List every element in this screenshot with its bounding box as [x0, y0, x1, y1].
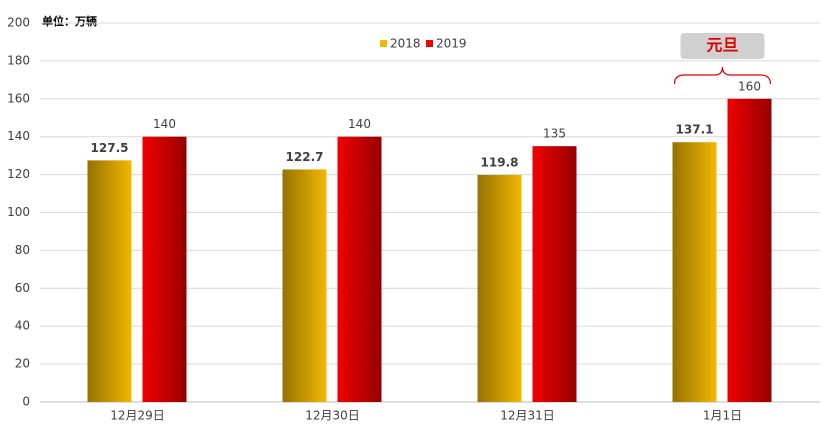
bar [477, 174, 522, 402]
y-tick-label: 100 [7, 205, 30, 219]
y-tick-label: 20 [15, 357, 30, 371]
legend-label: 2019 [436, 37, 467, 51]
value-label: 135 [543, 127, 566, 141]
x-tick-label: 12月31日 [500, 409, 555, 423]
y-tick-label: 80 [15, 243, 30, 257]
value-label: 160 [738, 79, 761, 93]
bar [142, 136, 187, 402]
value-label: 140 [348, 117, 371, 131]
legend-swatch [426, 40, 433, 47]
x-tick-label: 12月29日 [110, 409, 165, 423]
unit-label: 单位：万辆 [42, 14, 97, 28]
bar [672, 142, 717, 402]
y-tick-label: 60 [15, 281, 30, 295]
bar [532, 146, 577, 402]
annotation-brace [673, 66, 772, 85]
annotation: 元旦 [706, 36, 738, 55]
y-tick-label: 200 [7, 16, 30, 30]
value-label: 137.1 [676, 123, 714, 137]
x-tick-label: 1月1日 [703, 409, 742, 423]
y-tick-label: 40 [15, 319, 30, 333]
y-tick-label: 140 [7, 129, 30, 143]
y-tick-label: 160 [7, 91, 30, 105]
legend-swatch [380, 40, 387, 47]
bar [87, 160, 132, 402]
bar [727, 98, 772, 403]
y-tick-label: 120 [7, 167, 30, 181]
value-label: 140 [153, 117, 176, 131]
value-label: 122.7 [286, 150, 324, 164]
y-tick-label: 0 [22, 395, 30, 409]
bar [282, 169, 327, 402]
y-tick-label: 180 [7, 53, 30, 67]
bar [337, 136, 382, 402]
value-label: 119.8 [481, 155, 519, 169]
annotation-box [680, 33, 765, 59]
legend-label: 2018 [390, 37, 421, 51]
x-tick-label: 12月30日 [305, 409, 360, 423]
value-label: 127.5 [91, 141, 129, 155]
